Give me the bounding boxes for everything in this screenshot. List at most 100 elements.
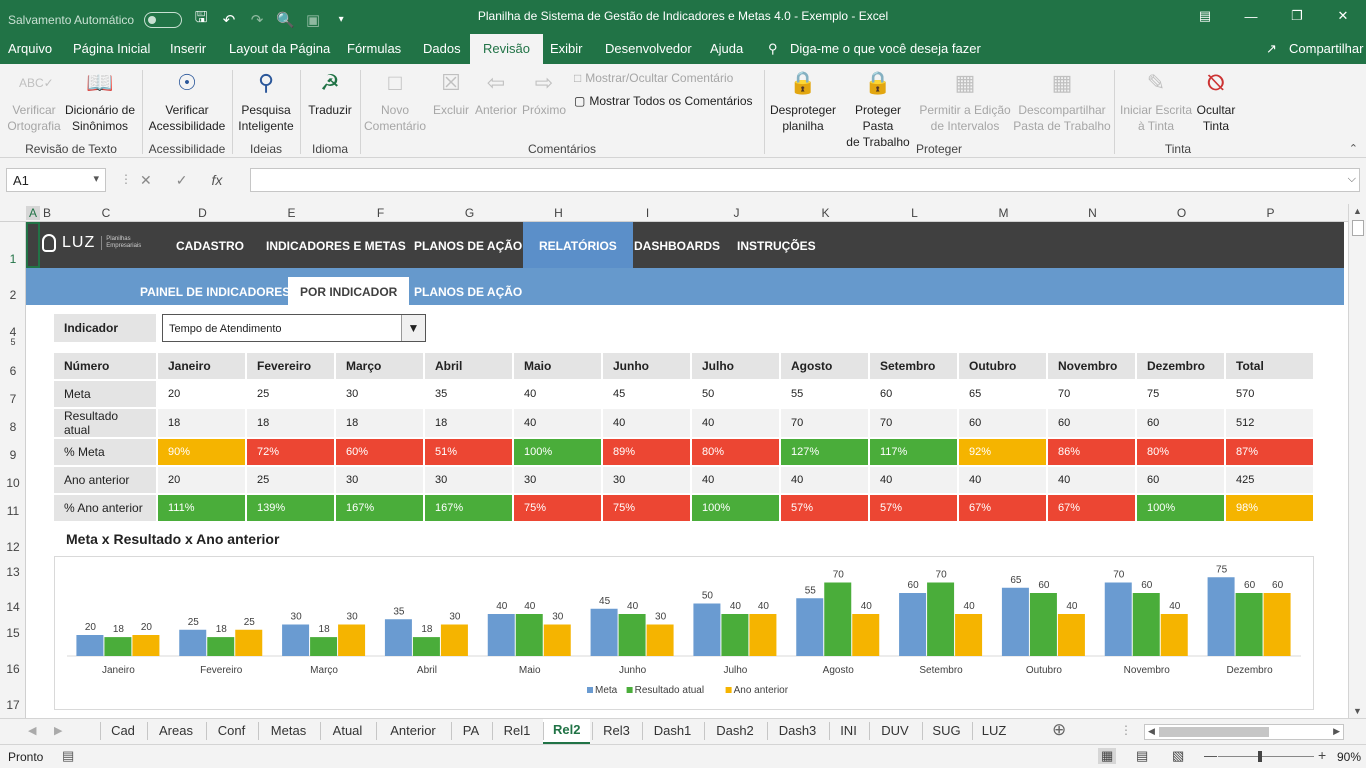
chevron-down-icon[interactable]: ▼ — [401, 315, 425, 341]
camera-icon[interactable]: ▣ — [305, 11, 321, 29]
table-cell[interactable]: 167% — [425, 495, 512, 521]
table-cell[interactable]: 60 — [1048, 409, 1135, 437]
row-header[interactable]: 10 — [6, 476, 20, 490]
table-cell[interactable]: 72% — [247, 439, 334, 465]
table-cell[interactable]: 25 — [247, 381, 334, 407]
thesaurus-button[interactable]: 📖 Dicionário de Sinônimos — [62, 68, 138, 134]
show-hide-comment-button[interactable]: □ Mostrar/Ocultar Comentário — [574, 71, 733, 85]
table-cell[interactable]: 90% — [158, 439, 245, 465]
table-cell[interactable]: 40 — [959, 467, 1046, 493]
redo-icon[interactable]: ↷ — [250, 11, 264, 29]
table-cell[interactable]: 30 — [336, 381, 423, 407]
col-header[interactable]: I — [645, 206, 650, 220]
col-header[interactable]: L — [911, 206, 918, 220]
nav-dashboards[interactable]: DASHBOARDS — [634, 239, 721, 253]
unshare-workbook-button[interactable]: ▦ Descompartilhar Pasta de Trabalho — [1012, 68, 1112, 134]
col-header[interactable]: O — [1176, 206, 1187, 220]
sheet-tab[interactable]: Anterior — [390, 723, 436, 738]
table-cell[interactable]: 100% — [1137, 495, 1224, 521]
table-cell[interactable]: 75% — [514, 495, 601, 521]
sheet-tab[interactable]: DUV — [881, 723, 909, 738]
nav-relatorios[interactable]: RELATÓRIOS — [523, 222, 633, 268]
sheet-tab[interactable]: Dash3 — [778, 723, 817, 738]
expand-formula-icon[interactable]: ⌵ — [1347, 173, 1356, 185]
zoom-slider[interactable] — [1218, 756, 1314, 757]
table-cell[interactable]: 512 — [1226, 409, 1313, 437]
table-cell[interactable]: 117% — [870, 439, 957, 465]
zoom-out-icon[interactable]: — — [1204, 748, 1217, 763]
table-cell[interactable]: 60 — [1137, 409, 1224, 437]
unprotect-sheet-button[interactable]: 🔒 Desproteger planilha — [768, 68, 838, 134]
table-cell[interactable]: 111% — [158, 495, 245, 521]
sheet-tab[interactable]: Metas — [270, 723, 307, 738]
col-header[interactable]: P — [1266, 206, 1275, 220]
selected-cell-a1[interactable] — [26, 222, 40, 268]
previous-comment-button[interactable]: ⇦ Anterior — [472, 68, 520, 118]
formula-input[interactable] — [250, 168, 1360, 192]
table-cell[interactable]: 67% — [1048, 495, 1135, 521]
row-header[interactable]: 11 — [6, 504, 20, 518]
table-cell[interactable]: 75 — [1137, 381, 1224, 407]
col-header[interactable]: J — [733, 206, 740, 220]
allow-edit-ranges-button[interactable]: ▦ Permitir a Edição de Intervalos — [918, 68, 1012, 134]
ribbon-display-icon[interactable]: ▤ — [1198, 8, 1212, 23]
row-label[interactable]: % Meta — [54, 439, 156, 465]
zoom-level[interactable]: 90% — [1337, 750, 1362, 764]
row-header[interactable]: 17 — [6, 698, 20, 712]
row-header[interactable]: 1 — [9, 252, 17, 266]
col-header[interactable]: K — [821, 206, 830, 220]
h-scroll-thumb[interactable] — [1159, 727, 1269, 737]
menu-exibir[interactable]: Exibir — [550, 41, 583, 56]
nav-planos-acao[interactable]: PLANOS DE AÇÃO — [414, 239, 523, 253]
enter-icon[interactable]: ✓ — [175, 172, 188, 188]
undo-icon[interactable]: ↶ — [222, 11, 236, 29]
nav-indicadores-metas[interactable]: INDICADORES E METAS — [266, 239, 406, 253]
menu-revisao[interactable]: Revisão — [470, 34, 543, 64]
row-header[interactable]: 7 — [9, 392, 17, 406]
table-cell[interactable]: 89% — [603, 439, 690, 465]
row-header[interactable]: 14 — [6, 600, 20, 614]
tab-splitter-icon[interactable]: ⋮ — [1120, 723, 1132, 737]
table-cell[interactable]: 40 — [692, 409, 779, 437]
subnav-por-indicador[interactable]: POR INDICADOR — [288, 277, 410, 305]
scroll-left-icon[interactable]: ◀ — [1148, 726, 1155, 736]
menu-inserir[interactable]: Inserir — [170, 41, 207, 56]
table-cell[interactable]: 60% — [336, 439, 423, 465]
autosave-toggle[interactable] — [144, 11, 183, 28]
accessibility-check-button[interactable]: ☉ Verificar Acessibilidade — [146, 68, 228, 134]
print-preview-icon[interactable]: 🔍 — [276, 11, 295, 29]
nav-cadastro[interactable]: CADASTRO — [176, 239, 244, 253]
protect-workbook-button[interactable]: 🔒 Proteger Pasta de Trabalho — [838, 68, 918, 150]
table-cell[interactable]: 98% — [1226, 495, 1313, 521]
subnav-planos[interactable]: PLANOS DE AÇÃO — [414, 285, 523, 299]
col-header[interactable]: N — [1088, 206, 1097, 220]
share-button[interactable]: Compartilhar — [1289, 41, 1364, 56]
add-sheet-icon[interactable]: ⊕ — [1052, 720, 1067, 739]
sheet-tab[interactable]: Dash2 — [716, 723, 754, 738]
new-comment-button[interactable]: □ Novo Comentário — [362, 68, 428, 134]
table-cell[interactable]: 30 — [514, 467, 601, 493]
menu-ajuda[interactable]: Ajuda — [710, 41, 744, 56]
col-header[interactable]: M — [998, 206, 1009, 220]
table-cell[interactable]: 30 — [425, 467, 512, 493]
row-header[interactable]: 15 — [6, 626, 20, 640]
sheet-tab[interactable]: Conf — [217, 723, 246, 738]
menu-pagina-inicial[interactable]: Página Inicial — [73, 41, 151, 56]
col-header[interactable]: F — [376, 206, 385, 220]
col-header[interactable]: G — [464, 206, 475, 220]
sheet-tab[interactable]: PA — [462, 723, 480, 738]
table-cell[interactable]: 40 — [603, 409, 690, 437]
col-header[interactable]: B — [42, 206, 51, 220]
menu-arquivo[interactable]: Arquivo — [8, 41, 53, 56]
table-cell[interactable]: 70 — [781, 409, 868, 437]
table-cell[interactable]: 80% — [1137, 439, 1224, 465]
delete-comment-button[interactable]: ☒ Excluir — [430, 68, 472, 118]
table-cell[interactable]: 30 — [603, 467, 690, 493]
table-cell[interactable]: 20 — [158, 467, 245, 493]
menu-layout[interactable]: Layout da Página — [229, 41, 331, 56]
table-cell[interactable]: 67% — [959, 495, 1046, 521]
row-header[interactable]: 9 — [9, 448, 17, 462]
table-cell[interactable]: 139% — [247, 495, 334, 521]
spelling-button[interactable]: ABC✓ Verificar Ortografia — [6, 68, 62, 134]
table-cell[interactable]: 65 — [959, 381, 1046, 407]
